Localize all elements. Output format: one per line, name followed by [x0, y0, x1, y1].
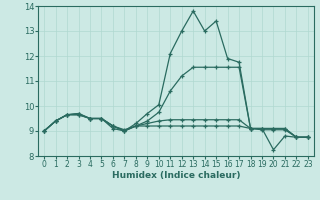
X-axis label: Humidex (Indice chaleur): Humidex (Indice chaleur) [112, 171, 240, 180]
